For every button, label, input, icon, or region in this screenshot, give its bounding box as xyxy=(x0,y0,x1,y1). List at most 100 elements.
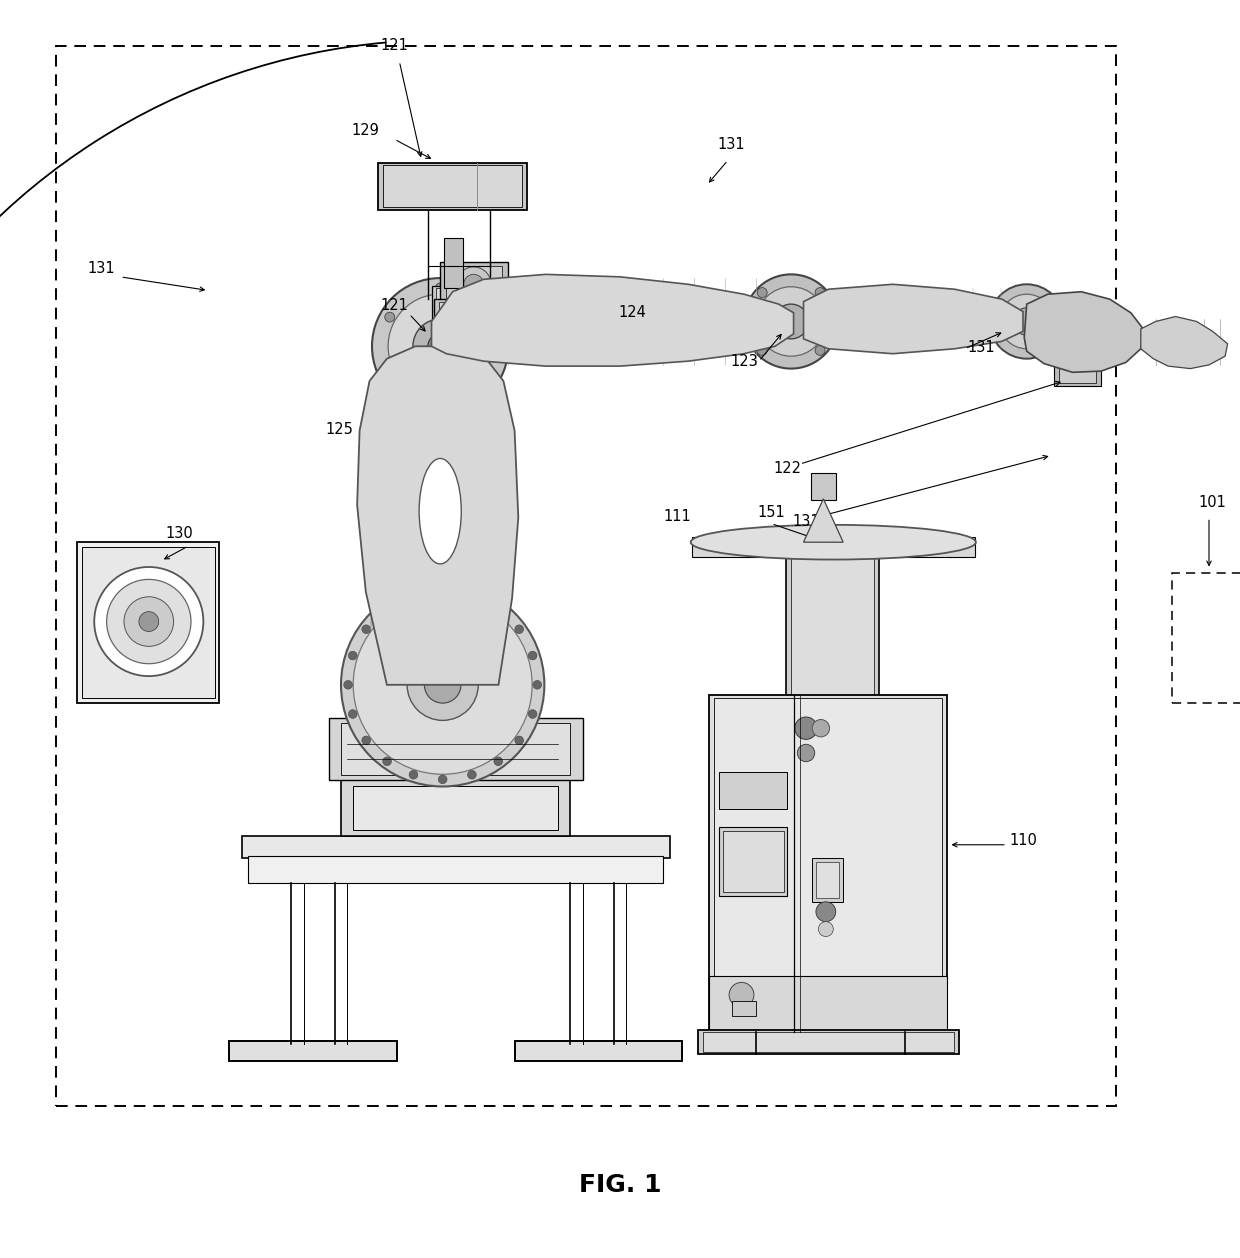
Ellipse shape xyxy=(691,525,976,560)
Circle shape xyxy=(456,267,491,302)
Circle shape xyxy=(384,370,394,380)
Circle shape xyxy=(486,370,496,380)
Circle shape xyxy=(383,604,392,613)
Text: FIG. 1: FIG. 1 xyxy=(579,1172,661,1196)
Text: 110: 110 xyxy=(1009,833,1037,848)
Polygon shape xyxy=(432,274,794,366)
Text: 129: 129 xyxy=(352,123,379,138)
Circle shape xyxy=(528,652,537,660)
Bar xyxy=(1054,364,1101,386)
Bar xyxy=(791,557,874,694)
Text: 131: 131 xyxy=(792,515,820,530)
Bar xyxy=(242,837,670,858)
Text: 131: 131 xyxy=(718,137,745,152)
Circle shape xyxy=(348,710,357,718)
Text: 101: 101 xyxy=(1199,496,1226,511)
Ellipse shape xyxy=(419,458,461,564)
Bar xyxy=(82,547,215,698)
Circle shape xyxy=(758,346,768,355)
Circle shape xyxy=(409,590,418,599)
Bar xyxy=(786,555,879,697)
Text: 121: 121 xyxy=(381,298,408,313)
Circle shape xyxy=(494,757,502,766)
Circle shape xyxy=(812,720,830,737)
Circle shape xyxy=(407,649,479,721)
Circle shape xyxy=(515,736,523,745)
Circle shape xyxy=(435,400,445,410)
Polygon shape xyxy=(1141,317,1228,369)
Circle shape xyxy=(990,284,1064,359)
Circle shape xyxy=(816,902,836,922)
Circle shape xyxy=(999,294,1054,348)
Circle shape xyxy=(486,312,496,322)
Bar xyxy=(77,542,219,703)
Text: 121: 121 xyxy=(381,38,408,53)
Circle shape xyxy=(744,274,838,369)
Bar xyxy=(434,299,496,333)
Circle shape xyxy=(528,710,537,718)
Bar xyxy=(709,694,947,1032)
Circle shape xyxy=(353,595,532,774)
Circle shape xyxy=(362,736,371,745)
Bar xyxy=(444,288,466,320)
Bar xyxy=(248,855,663,883)
Text: 111: 111 xyxy=(663,509,691,525)
Circle shape xyxy=(482,653,497,668)
Bar xyxy=(436,288,476,323)
Circle shape xyxy=(729,982,754,1008)
Circle shape xyxy=(467,770,476,779)
Bar xyxy=(732,1001,756,1016)
Circle shape xyxy=(435,283,445,293)
Bar xyxy=(1172,574,1240,703)
Bar xyxy=(719,828,787,896)
Text: 131: 131 xyxy=(88,262,115,276)
Circle shape xyxy=(341,584,544,786)
Circle shape xyxy=(1013,308,1040,335)
Bar xyxy=(1059,366,1096,384)
Bar xyxy=(341,723,570,775)
Circle shape xyxy=(818,922,833,936)
Polygon shape xyxy=(357,346,518,684)
Circle shape xyxy=(124,596,174,647)
Circle shape xyxy=(409,770,418,779)
Circle shape xyxy=(515,625,523,634)
Bar xyxy=(515,1040,682,1060)
Circle shape xyxy=(362,625,371,634)
Bar xyxy=(811,473,836,499)
Bar xyxy=(440,262,508,309)
Bar xyxy=(723,832,784,892)
Text: 123: 123 xyxy=(730,353,758,369)
Circle shape xyxy=(428,333,453,359)
Circle shape xyxy=(815,288,825,297)
Circle shape xyxy=(439,775,446,784)
Circle shape xyxy=(107,580,191,664)
Bar xyxy=(439,302,491,331)
Text: 130: 130 xyxy=(166,527,193,541)
Polygon shape xyxy=(1024,292,1143,372)
Circle shape xyxy=(343,681,352,689)
Circle shape xyxy=(94,567,203,676)
Text: 151: 151 xyxy=(758,506,785,521)
Bar xyxy=(703,1032,954,1052)
Bar xyxy=(709,976,947,1032)
Circle shape xyxy=(413,320,467,374)
Bar xyxy=(692,537,975,557)
Text: 124: 124 xyxy=(619,304,646,320)
Circle shape xyxy=(758,288,768,297)
Circle shape xyxy=(815,346,825,355)
Text: 122: 122 xyxy=(774,460,801,476)
Circle shape xyxy=(387,653,402,668)
Bar xyxy=(229,1040,397,1060)
Circle shape xyxy=(389,399,404,413)
Circle shape xyxy=(428,616,453,642)
Circle shape xyxy=(494,604,502,613)
Bar xyxy=(446,265,502,306)
Bar xyxy=(56,47,1116,1106)
Text: 131: 131 xyxy=(967,341,994,356)
Circle shape xyxy=(795,717,817,740)
Bar xyxy=(812,858,843,902)
Bar xyxy=(329,718,583,780)
Bar xyxy=(719,771,787,809)
Polygon shape xyxy=(804,284,1023,353)
Circle shape xyxy=(420,585,460,624)
